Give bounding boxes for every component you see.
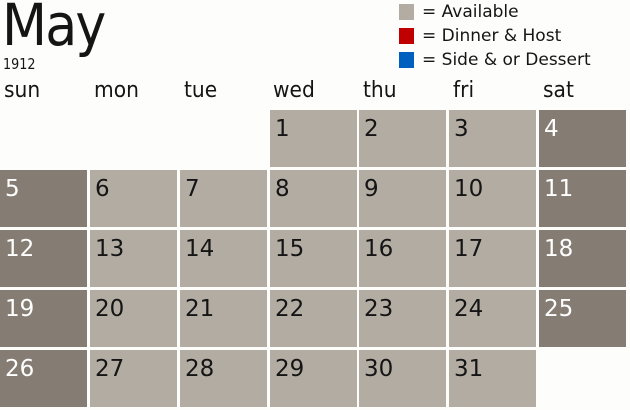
day-cell-29[interactable]: 29 xyxy=(270,350,357,407)
day-number: 22 xyxy=(275,296,305,322)
day-number: 11 xyxy=(544,176,574,202)
day-number: 23 xyxy=(364,296,394,322)
day-cell-30[interactable]: 30 xyxy=(359,350,446,407)
day-cell-3[interactable]: 3 xyxy=(449,110,536,167)
day-number: 9 xyxy=(364,176,379,202)
weekday-header-tue: tue xyxy=(184,78,218,103)
day-number: 27 xyxy=(95,356,125,382)
day-number: 6 xyxy=(95,176,110,202)
day-number: 15 xyxy=(275,236,305,262)
day-number: 20 xyxy=(95,296,125,322)
day-number: 17 xyxy=(454,236,484,262)
day-cell-12[interactable]: 12 xyxy=(0,230,87,287)
day-number: 19 xyxy=(5,296,35,322)
day-cell-1[interactable]: 1 xyxy=(270,110,357,167)
day-cell-9[interactable]: 9 xyxy=(359,170,446,227)
weekday-header-sun: sun xyxy=(4,78,41,103)
day-cell-11[interactable]: 11 xyxy=(539,170,626,227)
day-number: 10 xyxy=(454,176,484,202)
day-number: 13 xyxy=(95,236,125,262)
day-number: 24 xyxy=(454,296,484,322)
day-cell-8[interactable]: 8 xyxy=(270,170,357,227)
legend-side-dessert: = Side & or Dessert xyxy=(399,48,591,72)
day-cell-19[interactable]: 19 xyxy=(0,290,87,347)
day-number: 31 xyxy=(454,356,484,382)
month-title: May xyxy=(2,0,106,59)
legend-available: = Available xyxy=(399,0,591,24)
day-number: 4 xyxy=(544,116,559,142)
day-cell-5[interactable]: 5 xyxy=(0,170,87,227)
weekday-header-mon: mon xyxy=(94,78,139,103)
day-cell-2[interactable]: 2 xyxy=(359,110,446,167)
day-cell-27[interactable]: 27 xyxy=(90,350,177,407)
day-cell-21[interactable]: 21 xyxy=(180,290,267,347)
day-cell-31[interactable]: 31 xyxy=(449,350,536,407)
day-number: 5 xyxy=(5,176,20,202)
weekday-header-thu: thu xyxy=(363,78,397,103)
day-cell-23[interactable]: 23 xyxy=(359,290,446,347)
weekday-header-fri: fri xyxy=(453,78,475,103)
day-cell-13[interactable]: 13 xyxy=(90,230,177,287)
day-cell-28[interactable]: 28 xyxy=(180,350,267,407)
day-cell-4[interactable]: 4 xyxy=(539,110,626,167)
day-cell-22[interactable]: 22 xyxy=(270,290,357,347)
dinner-host-swatch xyxy=(399,28,414,44)
day-number: 28 xyxy=(185,356,215,382)
day-cell-26[interactable]: 26 xyxy=(0,350,87,407)
day-number: 21 xyxy=(185,296,215,322)
day-cell-16[interactable]: 16 xyxy=(359,230,446,287)
day-cell-24[interactable]: 24 xyxy=(449,290,536,347)
weekday-header-sat: sat xyxy=(543,78,574,103)
day-cell-18[interactable]: 18 xyxy=(539,230,626,287)
day-number: 8 xyxy=(275,176,290,202)
day-cell-17[interactable]: 17 xyxy=(449,230,536,287)
legend: = Available = Dinner & Host = Side & or … xyxy=(399,0,591,72)
day-number: 12 xyxy=(5,236,35,262)
day-cell-15[interactable]: 15 xyxy=(270,230,357,287)
day-number: 2 xyxy=(364,116,379,142)
day-number: 7 xyxy=(185,176,200,202)
day-number: 29 xyxy=(275,356,305,382)
day-number: 14 xyxy=(185,236,215,262)
weekday-header-wed: wed xyxy=(273,78,315,103)
day-number: 16 xyxy=(364,236,394,262)
day-number: 26 xyxy=(5,356,35,382)
day-number: 18 xyxy=(544,236,574,262)
legend-label: = Dinner & Host xyxy=(422,26,562,46)
legend-label: = Available xyxy=(422,2,519,22)
available-swatch xyxy=(399,4,414,20)
legend-dinner-host: = Dinner & Host xyxy=(399,24,591,48)
legend-label: = Side & or Dessert xyxy=(422,50,591,70)
day-number: 25 xyxy=(544,296,574,322)
day-cell-7[interactable]: 7 xyxy=(180,170,267,227)
day-cell-10[interactable]: 10 xyxy=(449,170,536,227)
side-dessert-swatch xyxy=(399,52,414,68)
day-number: 30 xyxy=(364,356,394,382)
day-cell-20[interactable]: 20 xyxy=(90,290,177,347)
year-label: 1912 xyxy=(3,55,36,73)
day-cell-6[interactable]: 6 xyxy=(90,170,177,227)
day-number: 1 xyxy=(275,116,290,142)
day-cell-14[interactable]: 14 xyxy=(180,230,267,287)
day-number: 3 xyxy=(454,116,469,142)
day-cell-25[interactable]: 25 xyxy=(539,290,626,347)
